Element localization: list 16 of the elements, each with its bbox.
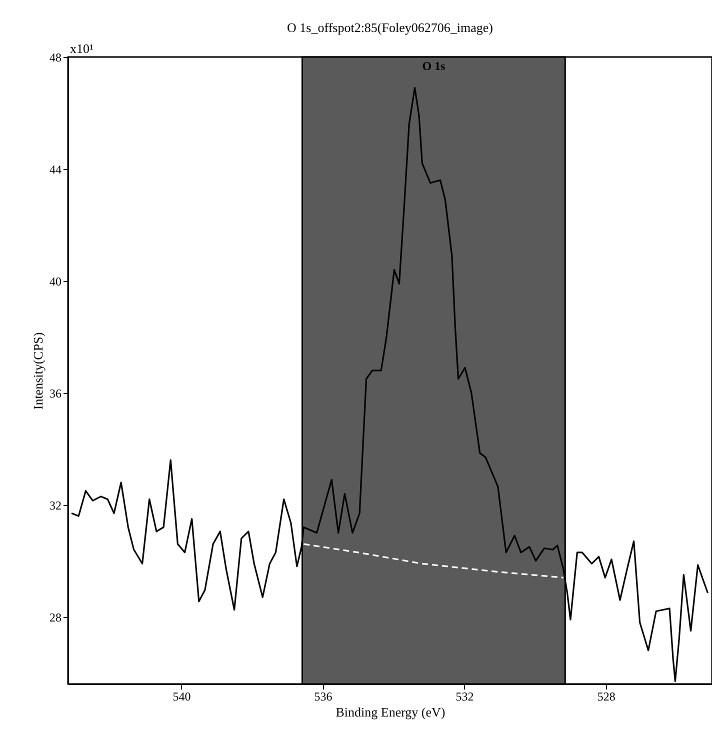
x-tick-label: 532 (456, 690, 474, 704)
line-series (302, 543, 564, 578)
text: x10¹ (70, 41, 94, 56)
y-tick-label: 32 (50, 498, 62, 512)
y-tick-label: 48 (50, 50, 62, 64)
x-axis-title: Binding Energy (eV) (336, 704, 446, 720)
x-tick-label: 528 (597, 690, 616, 704)
y-tick-label: 44 (50, 162, 62, 176)
x-tick-label: 540 (172, 690, 191, 704)
y-tick-label: 36 (50, 386, 62, 400)
x-tick-label: 536 (314, 690, 332, 704)
chart-title: O 1s_offspot2:85(Foley062706_image) (287, 20, 493, 35)
band-label: O 1s (422, 59, 446, 73)
y-tick-label: 28 (50, 610, 62, 624)
y-tick-label: 40 (50, 274, 62, 288)
y-axis-title: Intensity(CPS) (30, 332, 46, 410)
